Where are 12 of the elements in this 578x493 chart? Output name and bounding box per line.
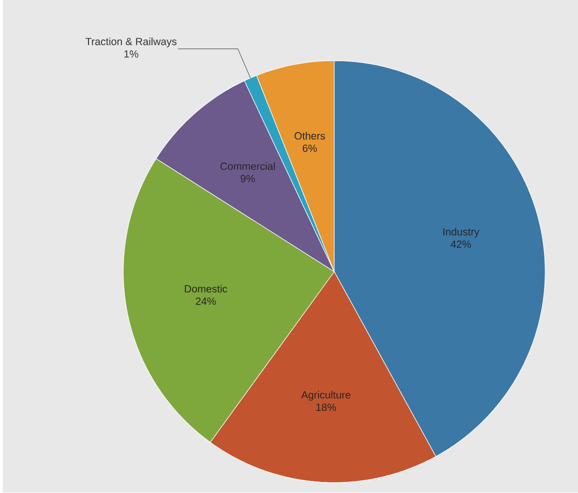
data-label: 9% <box>240 175 255 183</box>
slice-label: Others <box>294 132 325 140</box>
data-label: 6% <box>302 144 317 152</box>
slice-label: Commercial <box>220 162 275 170</box>
slice-label: Traction & Railways <box>86 38 177 48</box>
data-label: 18% <box>316 404 336 412</box>
data-label: 24% <box>196 298 216 306</box>
data-label: 42% <box>450 240 471 248</box>
data-label: 1% <box>124 50 138 58</box>
slice-label: Industry <box>443 228 480 238</box>
slice-label: Agriculture <box>301 391 350 401</box>
slice-label: Domestic <box>184 285 228 293</box>
